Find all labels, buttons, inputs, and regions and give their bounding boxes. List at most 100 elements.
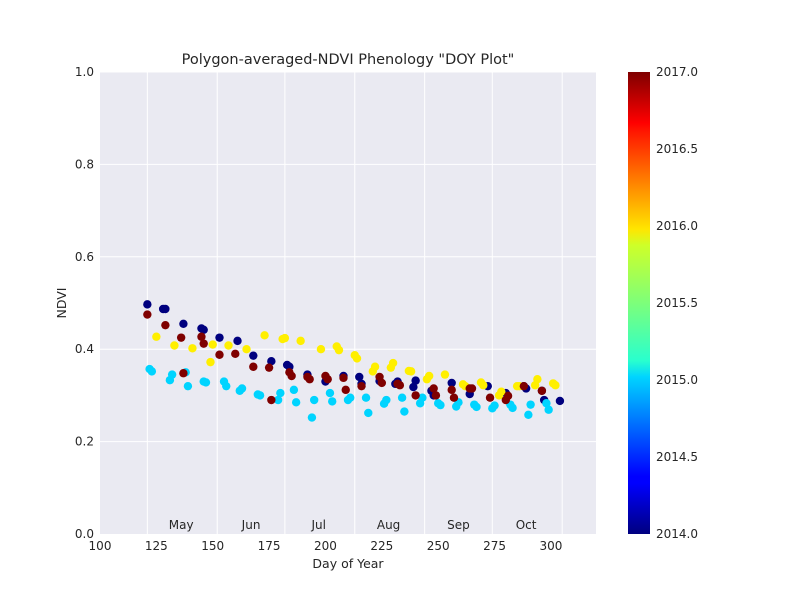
point-2017-35 [537,386,547,395]
point-2017-9 [264,363,274,372]
y-tick-label-4: 0.8 [75,157,94,171]
point-2016-34 [533,375,542,384]
point-2015-15 [276,388,285,398]
y-tick-label-2: 0.4 [75,342,94,356]
point-2015-31 [418,393,427,402]
point-2017-6 [215,350,224,359]
point-2017-25 [429,384,438,393]
colorbar-tick-label-5: 2016.5 [656,142,698,156]
point-2015-24 [361,393,371,402]
colorbar-tick-label-6: 2017.0 [656,65,698,79]
colorbar-tick-label-1: 2014.5 [656,450,698,464]
x-axis-label: Day of Year [312,556,384,571]
point-2016-15 [352,354,362,363]
point-2015-11 [237,384,247,393]
point-2017-27 [447,385,456,395]
point-2017-19 [357,381,366,391]
month-label-4: Sep [447,518,470,532]
colorbar [628,72,650,534]
point-2017-0 [143,310,152,319]
point-2017-7 [231,349,240,359]
point-2017-12 [287,371,296,381]
point-2017-8 [249,362,258,371]
point-2015-19 [309,395,319,405]
point-2017-34 [519,381,529,391]
point-2015-20 [325,388,335,398]
month-label-2: Jul [310,518,325,532]
point-2014-0 [143,300,152,309]
point-2015-1 [147,367,157,376]
point-2015-23 [346,393,355,402]
point-2016-0 [152,332,161,341]
point-2016-9 [280,333,290,343]
y-axis-label: NDVI [54,288,69,319]
point-2015-17 [291,398,301,407]
x-tick-label-8: 300 [539,539,562,553]
colorbar-tick-label-2: 2015.0 [656,373,698,387]
colorbar-ticks: 2014.0 2014.5 2015.0 2015.5 2016.0 2016.5 2017… [656,65,698,541]
point-2016-10 [296,336,305,346]
chart-title: Polygon-averaged-NDVI Phenology "DOY Plo… [182,52,515,68]
x-tick-label-5: 225 [370,539,393,553]
point-2016-6 [242,345,251,354]
point-2014-21 [411,376,420,385]
point-2015-16 [289,385,299,395]
x-tick-label-3: 175 [258,539,281,553]
month-label-5: Oct [516,518,537,532]
point-2016-4 [208,340,217,349]
x-tick-label-2: 150 [201,539,224,553]
x-axis-ticks: 100 125 150 175 200 225 250 275 300 [89,539,563,553]
point-2015-37 [472,402,481,412]
point-2017-16 [323,375,332,384]
point-2017-2 [176,333,186,342]
x-tick-label-6: 250 [427,539,450,553]
point-2015-25 [364,408,373,418]
point-2016-28 [479,381,488,390]
point-2017-33 [503,391,513,401]
month-label-0: May [169,518,194,532]
point-2015-29 [400,407,409,416]
point-2015-28 [397,393,407,402]
point-2016-19 [388,358,398,368]
point-2016-17 [370,362,380,371]
point-2017-18 [341,385,350,395]
point-2016-24 [440,370,450,379]
point-2014-15 [355,372,364,382]
point-2017-30 [467,384,477,393]
point-2016-36 [551,381,560,390]
y-tick-label-5: 1.0 [75,65,94,79]
y-tick-label-3: 0.6 [75,250,94,264]
point-2016-5 [224,341,233,350]
colorbar-tick-label-3: 2015.5 [656,296,698,310]
point-2014-3 [179,319,188,328]
point-2015-3 [167,370,177,379]
x-tick-label-1: 125 [145,539,168,553]
point-2015-7 [201,378,211,387]
point-2017-17 [339,373,348,383]
point-2017-31 [485,393,495,402]
point-2015-18 [307,413,317,422]
data-points [143,300,565,422]
point-2015-9 [222,381,231,391]
x-tick-label-0: 100 [89,539,112,553]
point-2016-7 [260,331,269,340]
point-2014-6 [215,333,224,342]
point-2017-26 [431,391,441,400]
x-tick-label-4: 200 [314,539,337,553]
point-2016-1 [170,341,179,350]
point-2015-41 [508,403,517,413]
point-2015-27 [382,395,391,405]
plot-area [100,72,596,534]
point-2016-13 [334,345,344,355]
y-tick-label-1: 0.2 [75,435,94,449]
y-tick-label-0: 0.0 [75,527,94,541]
point-2014-20 [409,382,418,392]
point-2016-21 [406,367,416,376]
point-2014-8 [249,351,258,360]
point-2017-14 [305,375,314,384]
point-2017-4 [197,332,206,341]
colorbar-tick-label-4: 2016.0 [656,219,698,233]
point-2017-28 [449,393,459,402]
point-2017-23 [395,381,405,390]
